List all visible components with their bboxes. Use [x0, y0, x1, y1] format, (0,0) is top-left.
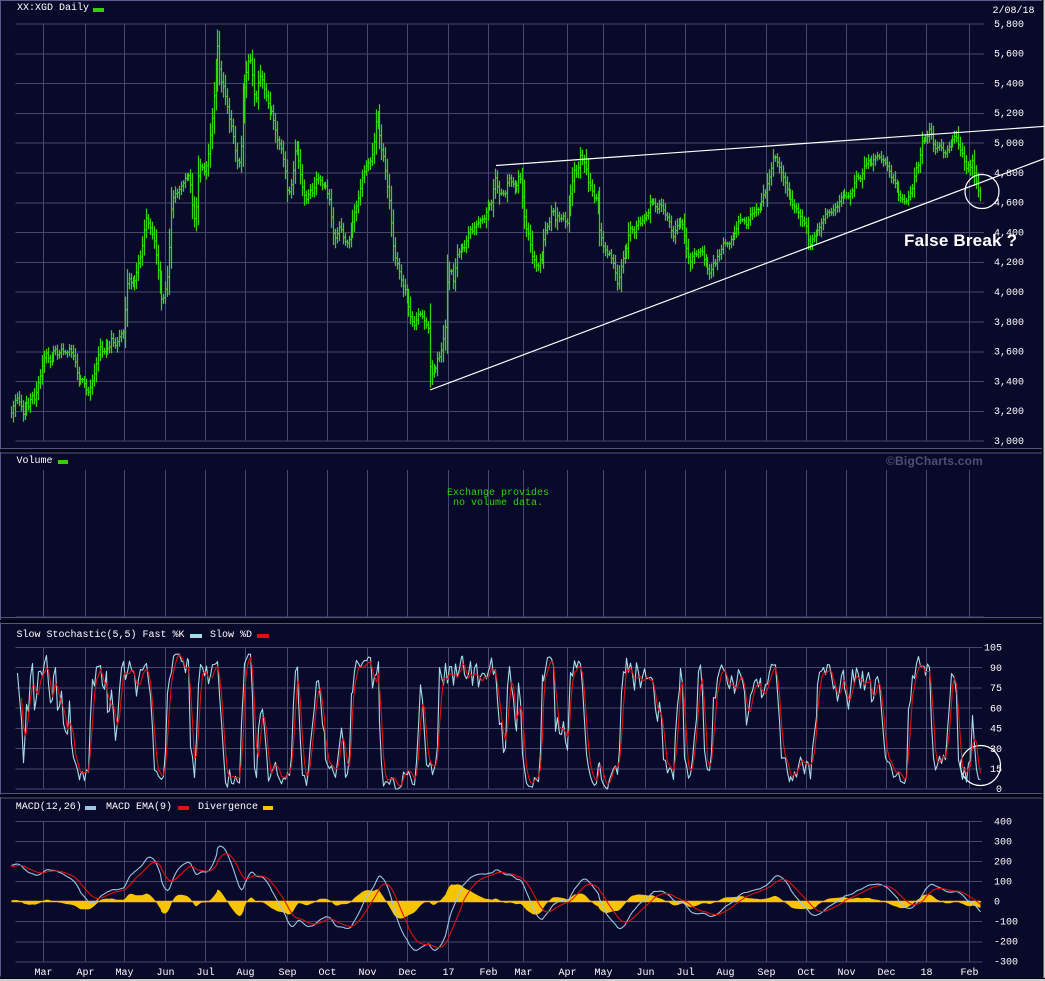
svg-text:300: 300	[994, 837, 1012, 848]
svg-text:60: 60	[990, 704, 1002, 715]
svg-text:Nov: Nov	[837, 968, 855, 979]
svg-text:Aug: Aug	[716, 968, 734, 979]
svg-text:Feb: Feb	[479, 967, 497, 979]
svg-text:-100: -100	[994, 918, 1018, 929]
svg-text:75: 75	[990, 684, 1002, 695]
svg-text:5,800: 5,800	[994, 20, 1024, 31]
svg-text:5,200: 5,200	[994, 109, 1024, 120]
svg-text:15: 15	[990, 765, 1002, 776]
svg-text:0: 0	[994, 898, 1000, 909]
svg-text:3,200: 3,200	[994, 407, 1024, 418]
svg-text:Mar: Mar	[34, 968, 52, 979]
svg-text:0: 0	[996, 785, 1002, 796]
svg-text:Mar: Mar	[514, 968, 532, 979]
svg-text:105: 105	[984, 644, 1002, 655]
svg-text:Sep: Sep	[278, 968, 296, 979]
svg-text:Dec: Dec	[398, 968, 416, 979]
svg-text:Nov: Nov	[358, 968, 376, 979]
svg-text:4,400: 4,400	[994, 228, 1024, 239]
svg-text:Oct: Oct	[797, 968, 815, 979]
svg-text:45: 45	[990, 725, 1002, 736]
svg-text:3,000: 3,000	[994, 437, 1024, 448]
svg-text:Dec: Dec	[877, 968, 895, 979]
svg-text:Aug: Aug	[236, 968, 254, 979]
svg-text:5,000: 5,000	[994, 139, 1024, 150]
svg-text:18: 18	[920, 968, 932, 979]
svg-text:-300: -300	[994, 958, 1018, 969]
svg-text:4,800: 4,800	[994, 169, 1024, 180]
svg-text:90: 90	[990, 664, 1002, 675]
svg-text:400: 400	[994, 817, 1012, 828]
svg-text:Feb: Feb	[960, 967, 978, 979]
svg-text:30: 30	[990, 745, 1002, 756]
svg-text:200: 200	[994, 857, 1012, 868]
svg-text:17: 17	[442, 968, 454, 979]
svg-text:4,200: 4,200	[994, 258, 1024, 269]
svg-text:3,400: 3,400	[994, 377, 1024, 388]
svg-text:Jun: Jun	[636, 968, 654, 979]
svg-text:Sep: Sep	[757, 968, 775, 979]
svg-text:4,000: 4,000	[994, 288, 1024, 299]
svg-text:-200: -200	[994, 938, 1018, 949]
svg-text:3,800: 3,800	[994, 318, 1024, 329]
svg-text:4,600: 4,600	[994, 199, 1024, 210]
svg-text:Jul: Jul	[676, 967, 694, 979]
svg-text:Apr: Apr	[558, 968, 576, 979]
svg-text:5,600: 5,600	[994, 50, 1024, 61]
svg-text:Jul: Jul	[196, 967, 214, 979]
svg-text:May: May	[594, 968, 612, 979]
svg-text:Jun: Jun	[156, 968, 174, 979]
svg-text:Oct: Oct	[318, 968, 336, 979]
svg-text:May: May	[115, 968, 133, 979]
svg-text:100: 100	[994, 877, 1012, 888]
svg-text:3,600: 3,600	[994, 348, 1024, 359]
svg-text:5,400: 5,400	[994, 79, 1024, 90]
svg-text:2/08/18: 2/08/18	[993, 5, 1035, 17]
svg-text:Apr: Apr	[76, 968, 94, 979]
